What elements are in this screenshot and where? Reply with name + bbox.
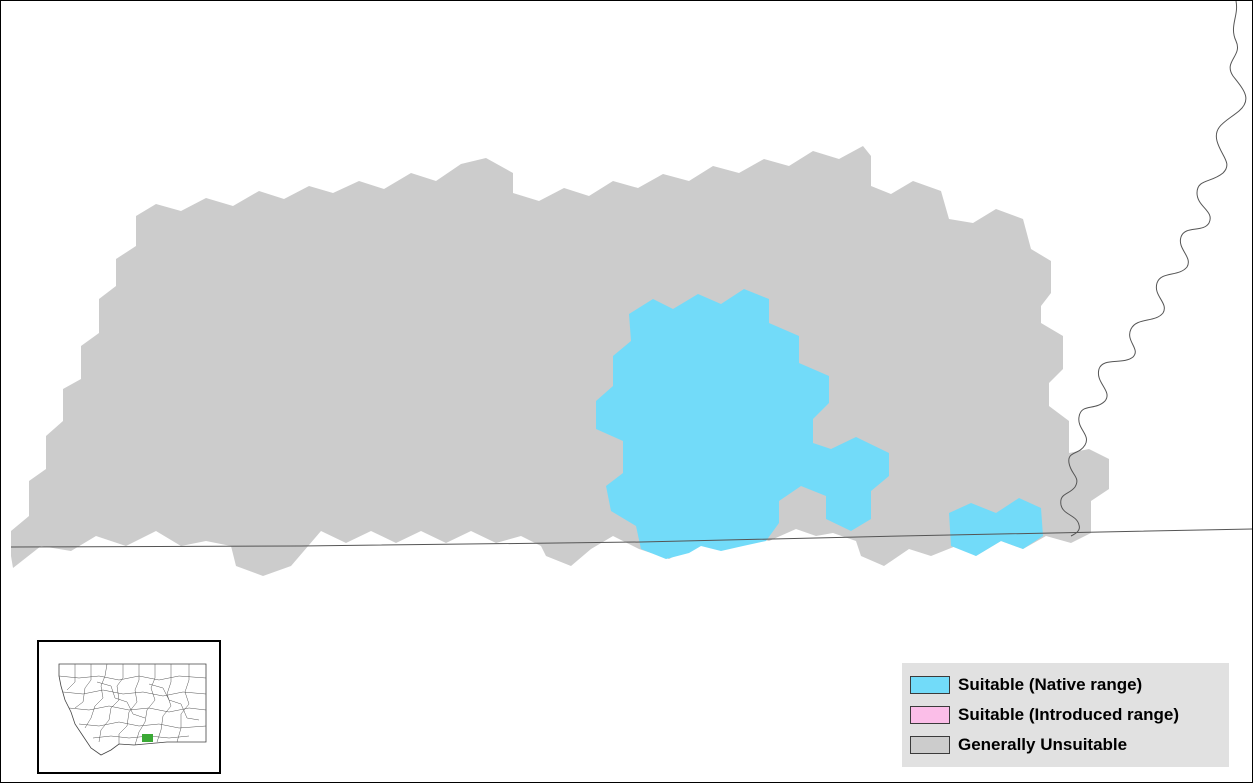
unsuitable-area: [11, 146, 1109, 576]
locator-inset: [37, 640, 221, 774]
legend-label-introduced: Suitable (Introduced range): [958, 705, 1180, 724]
native-range-area-small: [949, 498, 1043, 556]
legend-item-introduced: Suitable (Introduced range): [910, 703, 1179, 727]
legend-swatch-introduced: [910, 706, 950, 724]
state-boundary-line: [10, 528, 1252, 548]
study-area-highlight: [142, 734, 153, 742]
legend-item-unsuitable: Generally Unsuitable: [910, 733, 1127, 757]
legend-item-native: Suitable (Native range): [910, 673, 1142, 697]
river-line: [1060, 1, 1247, 537]
native-range-area-main: [596, 289, 889, 559]
legend-label-native: Suitable (Native range): [958, 675, 1143, 694]
legend-swatch-native: [910, 676, 950, 694]
map-legend: Suitable (Native range) Suitable (Introd…: [902, 663, 1229, 767]
legend-label-unsuitable: Generally Unsuitable: [958, 735, 1128, 754]
montana-locator-map: [58, 663, 207, 756]
county-lines: [58, 663, 207, 746]
legend-swatch-unsuitable: [910, 736, 950, 754]
